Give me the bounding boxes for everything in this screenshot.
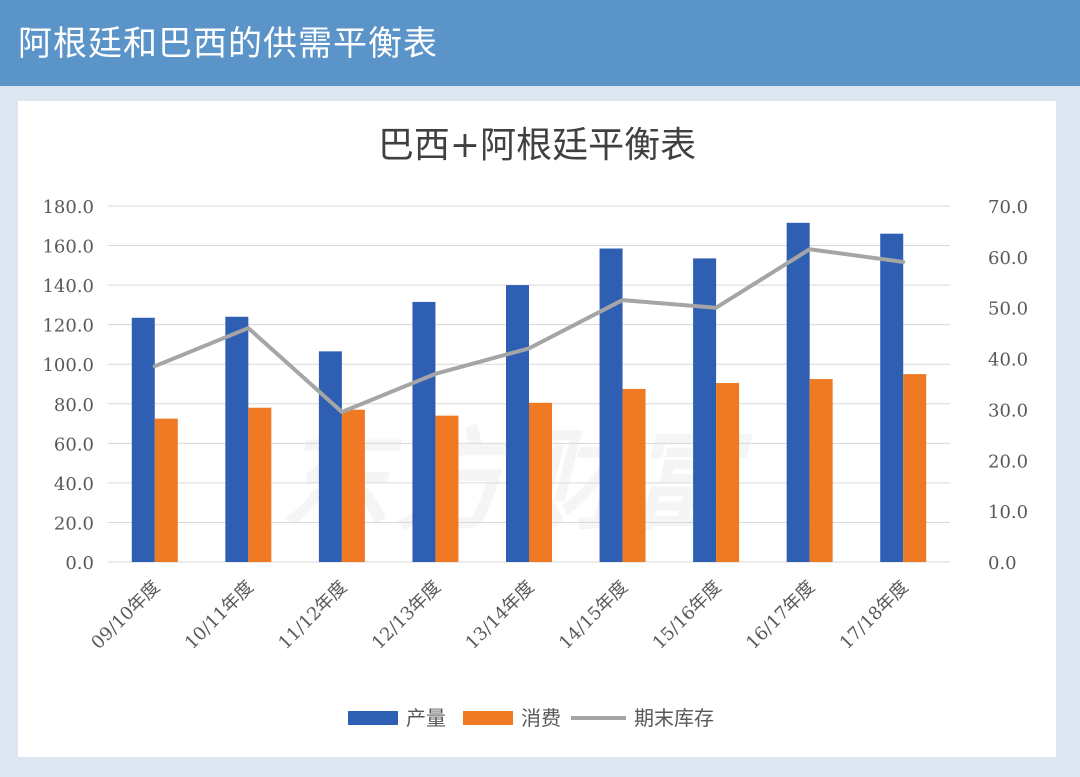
left-tick-label: 20.0 <box>54 513 94 534</box>
page-header: 阿根廷和巴西的供需平衡表 <box>0 0 1080 86</box>
left-tick-label: 0.0 <box>65 553 94 574</box>
bar-production <box>225 316 249 562</box>
left-tick-label: 100.0 <box>42 355 94 376</box>
right-tick-label: 30.0 <box>988 400 1028 421</box>
bar-production <box>880 233 904 562</box>
bar-consumption <box>529 402 552 562</box>
left-tick-label: 160.0 <box>42 237 94 258</box>
chart-panel: 东方财富 巴西+阿根廷平衡表0.020.040.060.080.0100.012… <box>18 101 1056 757</box>
bar-consumption <box>435 415 459 562</box>
legend-label: 消费 <box>521 706 561 730</box>
right-tick-label: 60.0 <box>988 248 1028 269</box>
category-label: 14/15年度 <box>555 577 632 654</box>
left-tick-label: 120.0 <box>42 316 94 337</box>
legend-swatch <box>463 711 513 725</box>
category-label: 13/14年度 <box>462 577 539 654</box>
chart-title: 巴西+阿根廷平衡表 <box>378 125 696 166</box>
left-tick-label: 180.0 <box>42 197 94 218</box>
right-tick-label: 70.0 <box>988 197 1028 218</box>
bar-consumption <box>248 407 272 562</box>
legend-label: 期末库存 <box>634 706 714 730</box>
category-label: 11/12年度 <box>274 577 351 654</box>
bar-production <box>412 301 436 562</box>
left-tick-label: 40.0 <box>54 474 94 495</box>
right-tick-label: 50.0 <box>988 299 1028 320</box>
bar-consumption <box>154 418 178 562</box>
line-ending-stock <box>152 247 906 414</box>
category-label: 16/17年度 <box>742 577 819 654</box>
right-tick-label: 10.0 <box>988 502 1028 523</box>
legend-swatch <box>348 711 398 725</box>
bar-production <box>318 351 342 562</box>
left-tick-label: 80.0 <box>54 395 94 416</box>
bar-production <box>506 285 529 562</box>
category-label: 09/10年度 <box>87 577 164 654</box>
bar-consumption <box>341 409 365 562</box>
category-label: 10/11年度 <box>181 577 258 654</box>
bar-production <box>693 258 717 562</box>
bar-consumption <box>716 383 740 562</box>
category-label: 12/13年度 <box>368 577 445 654</box>
bar-production <box>131 317 155 562</box>
right-tick-label: 20.0 <box>988 451 1028 472</box>
bar-production <box>786 222 810 563</box>
right-tick-label: 40.0 <box>988 350 1028 371</box>
bar-consumption <box>622 388 646 562</box>
bar-consumption <box>809 379 833 562</box>
left-tick-label: 140.0 <box>42 276 94 297</box>
category-label: 17/18年度 <box>836 577 913 654</box>
bar-production <box>599 248 623 562</box>
legend-label: 产量 <box>406 706 446 730</box>
category-label: 15/16年度 <box>649 577 726 654</box>
right-tick-label: 0.0 <box>988 553 1017 574</box>
bar-consumption <box>903 374 927 562</box>
left-tick-label: 60.0 <box>54 434 94 455</box>
page-title: 阿根廷和巴西的供需平衡表 <box>18 24 438 64</box>
chart-svg: 巴西+阿根廷平衡表 0.0 20.0 40.0 60.0 80.0 100.0 120.0 14… <box>42 125 1028 730</box>
